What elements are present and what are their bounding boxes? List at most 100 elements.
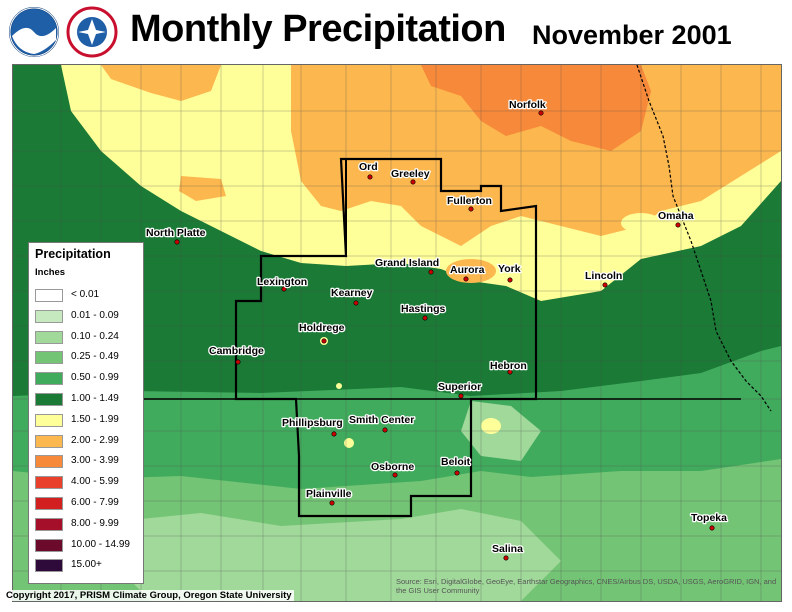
legend-label: 0.10 - 0.24 (71, 330, 119, 342)
city-label: Fullerton (447, 195, 492, 207)
city-marker (503, 555, 509, 561)
legend-item: 4.00 - 5.99 (35, 476, 141, 490)
legend-item: 3.00 - 3.99 (35, 455, 141, 469)
legend-swatch (35, 413, 63, 427)
city-label: Osborne (371, 461, 414, 473)
city-label: Hastings (401, 303, 446, 315)
legend-item: < 0.01 (35, 289, 141, 303)
city-marker (321, 338, 327, 344)
city-marker (367, 174, 373, 180)
legend-swatch (35, 330, 63, 344)
city-marker (235, 359, 241, 365)
city-marker (468, 206, 474, 212)
legend-swatch (35, 476, 63, 490)
city-york[interactable]: York (497, 262, 522, 283)
city-marker (454, 470, 460, 476)
city-label: Norfolk (509, 99, 546, 111)
legend-item: 6.00 - 7.99 (35, 497, 141, 511)
city-marker (382, 427, 388, 433)
city-label: Lexington (257, 276, 307, 288)
city-smith-center[interactable]: Smith Center (348, 413, 416, 433)
legend-label: 2.00 - 2.99 (71, 434, 119, 446)
page-title: Monthly Precipitation (130, 8, 506, 50)
legend-label: 0.25 - 0.49 (71, 351, 119, 363)
city-ord[interactable]: Ord (358, 160, 379, 180)
city-label: Aurora (450, 264, 485, 276)
city-label: Hebron (490, 360, 527, 372)
city-lexington[interactable]: Lexington (256, 275, 308, 292)
legend-swatch (35, 538, 63, 552)
legend-item: 15.00+ (35, 559, 141, 573)
city-omaha[interactable]: Omaha (657, 209, 695, 228)
city-grand-island[interactable]: Grand Island (374, 256, 440, 275)
spot-yellow-1 (481, 418, 501, 434)
legend-label: 8.00 - 9.99 (71, 517, 119, 529)
city-north-platte[interactable]: North Platte (145, 226, 207, 245)
city-label: Cambridge (209, 345, 264, 357)
city-hebron[interactable]: Hebron (489, 359, 528, 375)
header: Monthly Precipitation November 2001 (0, 0, 792, 64)
city-marker (353, 300, 359, 306)
city-marker (329, 500, 335, 506)
city-beloit[interactable]: Beloit (440, 455, 472, 476)
city-salina[interactable]: Salina (491, 542, 524, 561)
date-label: November 2001 (532, 20, 732, 50)
city-marker (174, 239, 180, 245)
city-label: Salina (492, 543, 523, 555)
city-marker (602, 282, 608, 288)
city-lincoln[interactable]: Lincoln (584, 269, 624, 288)
city-label: Lincoln (585, 270, 622, 282)
city-label: North Platte (146, 227, 206, 239)
noaa-logo (9, 7, 59, 57)
city-marker (428, 269, 434, 275)
legend-label: < 0.01 (71, 289, 100, 300)
legend-item: 1.50 - 1.99 (35, 413, 141, 428)
city-marker (392, 472, 398, 478)
city-aurora[interactable]: Aurora (449, 263, 486, 282)
legend-label: 10.00 - 14.99 (71, 538, 130, 550)
city-greeley[interactable]: Greeley (390, 167, 431, 185)
city-marker (331, 431, 337, 437)
city-phillipsburg[interactable]: Phillipsburg (281, 416, 344, 437)
legend-label: 6.00 - 7.99 (71, 497, 119, 508)
legend-item: 10.00 - 14.99 (35, 538, 141, 553)
legend-item: 8.00 - 9.99 (35, 517, 141, 532)
forecast-area-outline (234, 157, 538, 518)
city-label: Kearney (331, 287, 373, 299)
city-norfolk[interactable]: Norfolk (508, 98, 547, 116)
legend-swatch (35, 309, 63, 323)
legend-swatch (35, 289, 63, 302)
legend-item: 0.50 - 0.99 (35, 372, 141, 386)
city-superior[interactable]: Superior (437, 380, 482, 399)
city-marker (709, 525, 715, 531)
legend-label: 1.50 - 1.99 (71, 413, 119, 425)
legend-title: Precipitation (35, 247, 111, 261)
copyright: Copyright 2017, PRISM Climate Group, Ore… (4, 590, 294, 601)
city-kearney[interactable]: Kearney (330, 286, 374, 306)
city-marker (538, 110, 544, 116)
city-label: Grand Island (375, 257, 439, 269)
city-plainville[interactable]: Plainville (305, 487, 353, 506)
legend-swatch (35, 517, 63, 531)
city-label: Phillipsburg (282, 417, 343, 429)
city-topeka[interactable]: Topeka (690, 511, 728, 531)
city-label: Plainville (306, 488, 352, 500)
city-osborne[interactable]: Osborne (370, 460, 416, 478)
city-label: Holdrege (299, 322, 345, 334)
city-label: York (498, 263, 521, 275)
city-marker (281, 286, 287, 292)
zone-2.00-2.99-nw (101, 65, 221, 101)
zone-2.00-2.99-patch (179, 176, 226, 201)
legend-label: 4.00 - 5.99 (71, 476, 119, 488)
missouri-river (636, 65, 772, 412)
city-fullerton[interactable]: Fullerton (446, 194, 493, 212)
legend-swatch (35, 351, 63, 365)
legend-label: 0.01 - 0.09 (71, 309, 119, 321)
city-hastings[interactable]: Hastings (400, 302, 447, 321)
spot-orange-aurora (446, 259, 496, 283)
legend-swatch (35, 455, 63, 469)
city-cambridge[interactable]: Cambridge (208, 344, 265, 365)
legend-swatch (35, 393, 63, 406)
spot-yellow-2 (344, 438, 354, 448)
city-holdrege[interactable]: Holdrege (298, 321, 346, 344)
